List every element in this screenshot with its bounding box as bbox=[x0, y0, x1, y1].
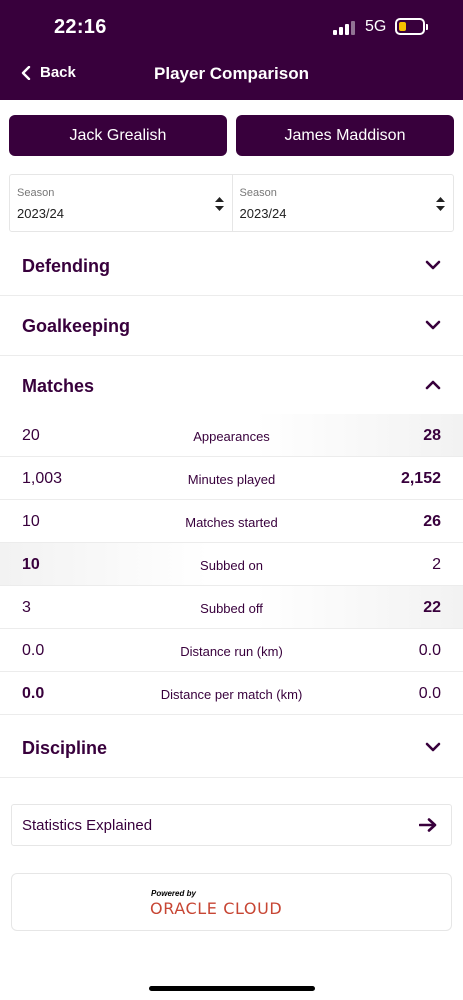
battery-icon bbox=[395, 18, 428, 35]
back-button[interactable]: Back bbox=[20, 64, 76, 81]
chevron-down-icon bbox=[425, 742, 441, 752]
oracle-cloud-logo: ORACLE CLOUD bbox=[150, 899, 283, 918]
chevron-left-icon bbox=[21, 65, 31, 80]
stat-label: Appearances bbox=[193, 429, 270, 444]
back-label: Back bbox=[40, 64, 76, 81]
arrow-right-icon bbox=[419, 818, 437, 832]
sponsor-banner: Powered by ORACLE CLOUD bbox=[11, 873, 452, 931]
stat-row-subbed-off: 3 Subbed off 22 bbox=[0, 586, 463, 629]
stat-right-value: 22 bbox=[423, 599, 441, 616]
stat-left-value: 1,003 bbox=[22, 470, 63, 487]
stat-left-value: 0.0 bbox=[22, 642, 45, 659]
section-title: Defending bbox=[22, 256, 110, 276]
powered-by-text: Powered by bbox=[151, 889, 196, 898]
stat-label: Distance per match (km) bbox=[160, 687, 303, 702]
stat-label: Distance run (km) bbox=[180, 644, 283, 659]
stat-right-value: 0.0 bbox=[418, 642, 441, 659]
stat-row-minutes-played: 1,003 Minutes played 2,152 bbox=[0, 457, 463, 500]
stat-left-value: 10 bbox=[22, 556, 40, 573]
stat-left-value: 3 bbox=[22, 599, 31, 616]
stat-row-matches-started: 10 Matches started 26 bbox=[0, 500, 463, 543]
season-label: Season bbox=[239, 187, 277, 199]
player-right-button[interactable]: James Maddison bbox=[236, 115, 454, 156]
section-title: Discipline bbox=[22, 738, 108, 758]
stat-right-value: 2,152 bbox=[400, 470, 441, 487]
season-value: 2023/24 bbox=[17, 206, 64, 221]
section-defending[interactable]: Defending bbox=[0, 236, 463, 296]
season-selectors: Season 2023/24 Season 2023/24 bbox=[9, 174, 454, 232]
section-title: Matches bbox=[22, 376, 95, 396]
sort-updown-icon bbox=[214, 197, 224, 211]
section-goalkeeping[interactable]: Goalkeeping bbox=[0, 296, 463, 356]
chevron-down-icon bbox=[425, 320, 441, 330]
stat-row-distance-per-match: 0.0 Distance per match (km) 0.0 bbox=[0, 672, 463, 715]
stat-label: Subbed on bbox=[200, 558, 263, 573]
season-select-left[interactable]: Season 2023/24 bbox=[10, 175, 232, 231]
stat-left-value: 20 bbox=[22, 427, 40, 444]
season-label: Season bbox=[17, 187, 55, 199]
stat-left-value: 0.0 bbox=[22, 685, 45, 702]
sort-updown-icon bbox=[436, 197, 445, 211]
stat-right-value: 0.0 bbox=[418, 685, 441, 702]
chevron-down-icon bbox=[425, 260, 441, 270]
stat-right-value: 2 bbox=[432, 556, 441, 573]
stat-row-appearances: 20 Appearances 28 bbox=[0, 414, 463, 457]
network-type: 5G bbox=[365, 18, 387, 35]
section-discipline[interactable]: Discipline bbox=[0, 718, 463, 778]
home-indicator bbox=[149, 986, 315, 991]
signal-icon bbox=[333, 19, 355, 35]
stat-right-value: 26 bbox=[423, 513, 441, 530]
statistics-explained-label: Statistics Explained bbox=[22, 817, 153, 834]
status-bar: 22:16 5G bbox=[0, 0, 463, 54]
status-time: 22:16 bbox=[54, 16, 107, 38]
stat-row-subbed-on: 10 Subbed on 2 bbox=[0, 543, 463, 586]
section-matches[interactable]: Matches bbox=[0, 356, 463, 414]
matches-stats-table: 20 Appearances 28 1,003 Minutes played 2… bbox=[0, 414, 463, 715]
app-header: 22:16 5G Back Player Comparison bbox=[0, 0, 463, 100]
stat-label: Matches started bbox=[185, 515, 278, 530]
player-left-button[interactable]: Jack Grealish bbox=[9, 115, 227, 156]
stat-label: Subbed off bbox=[200, 601, 263, 616]
stat-row-distance-run: 0.0 Distance run (km) 0.0 bbox=[0, 629, 463, 672]
stat-left-value: 10 bbox=[22, 513, 40, 530]
stat-label: Minutes played bbox=[187, 472, 276, 487]
season-select-right[interactable]: Season 2023/24 bbox=[231, 175, 454, 231]
stat-right-value: 28 bbox=[423, 427, 441, 444]
season-value: 2023/24 bbox=[239, 206, 287, 221]
section-title: Goalkeeping bbox=[22, 316, 131, 336]
statistics-explained-link[interactable]: Statistics Explained bbox=[11, 804, 452, 846]
chevron-up-icon bbox=[425, 380, 441, 390]
player-selector: Jack Grealish James Maddison bbox=[9, 115, 454, 156]
